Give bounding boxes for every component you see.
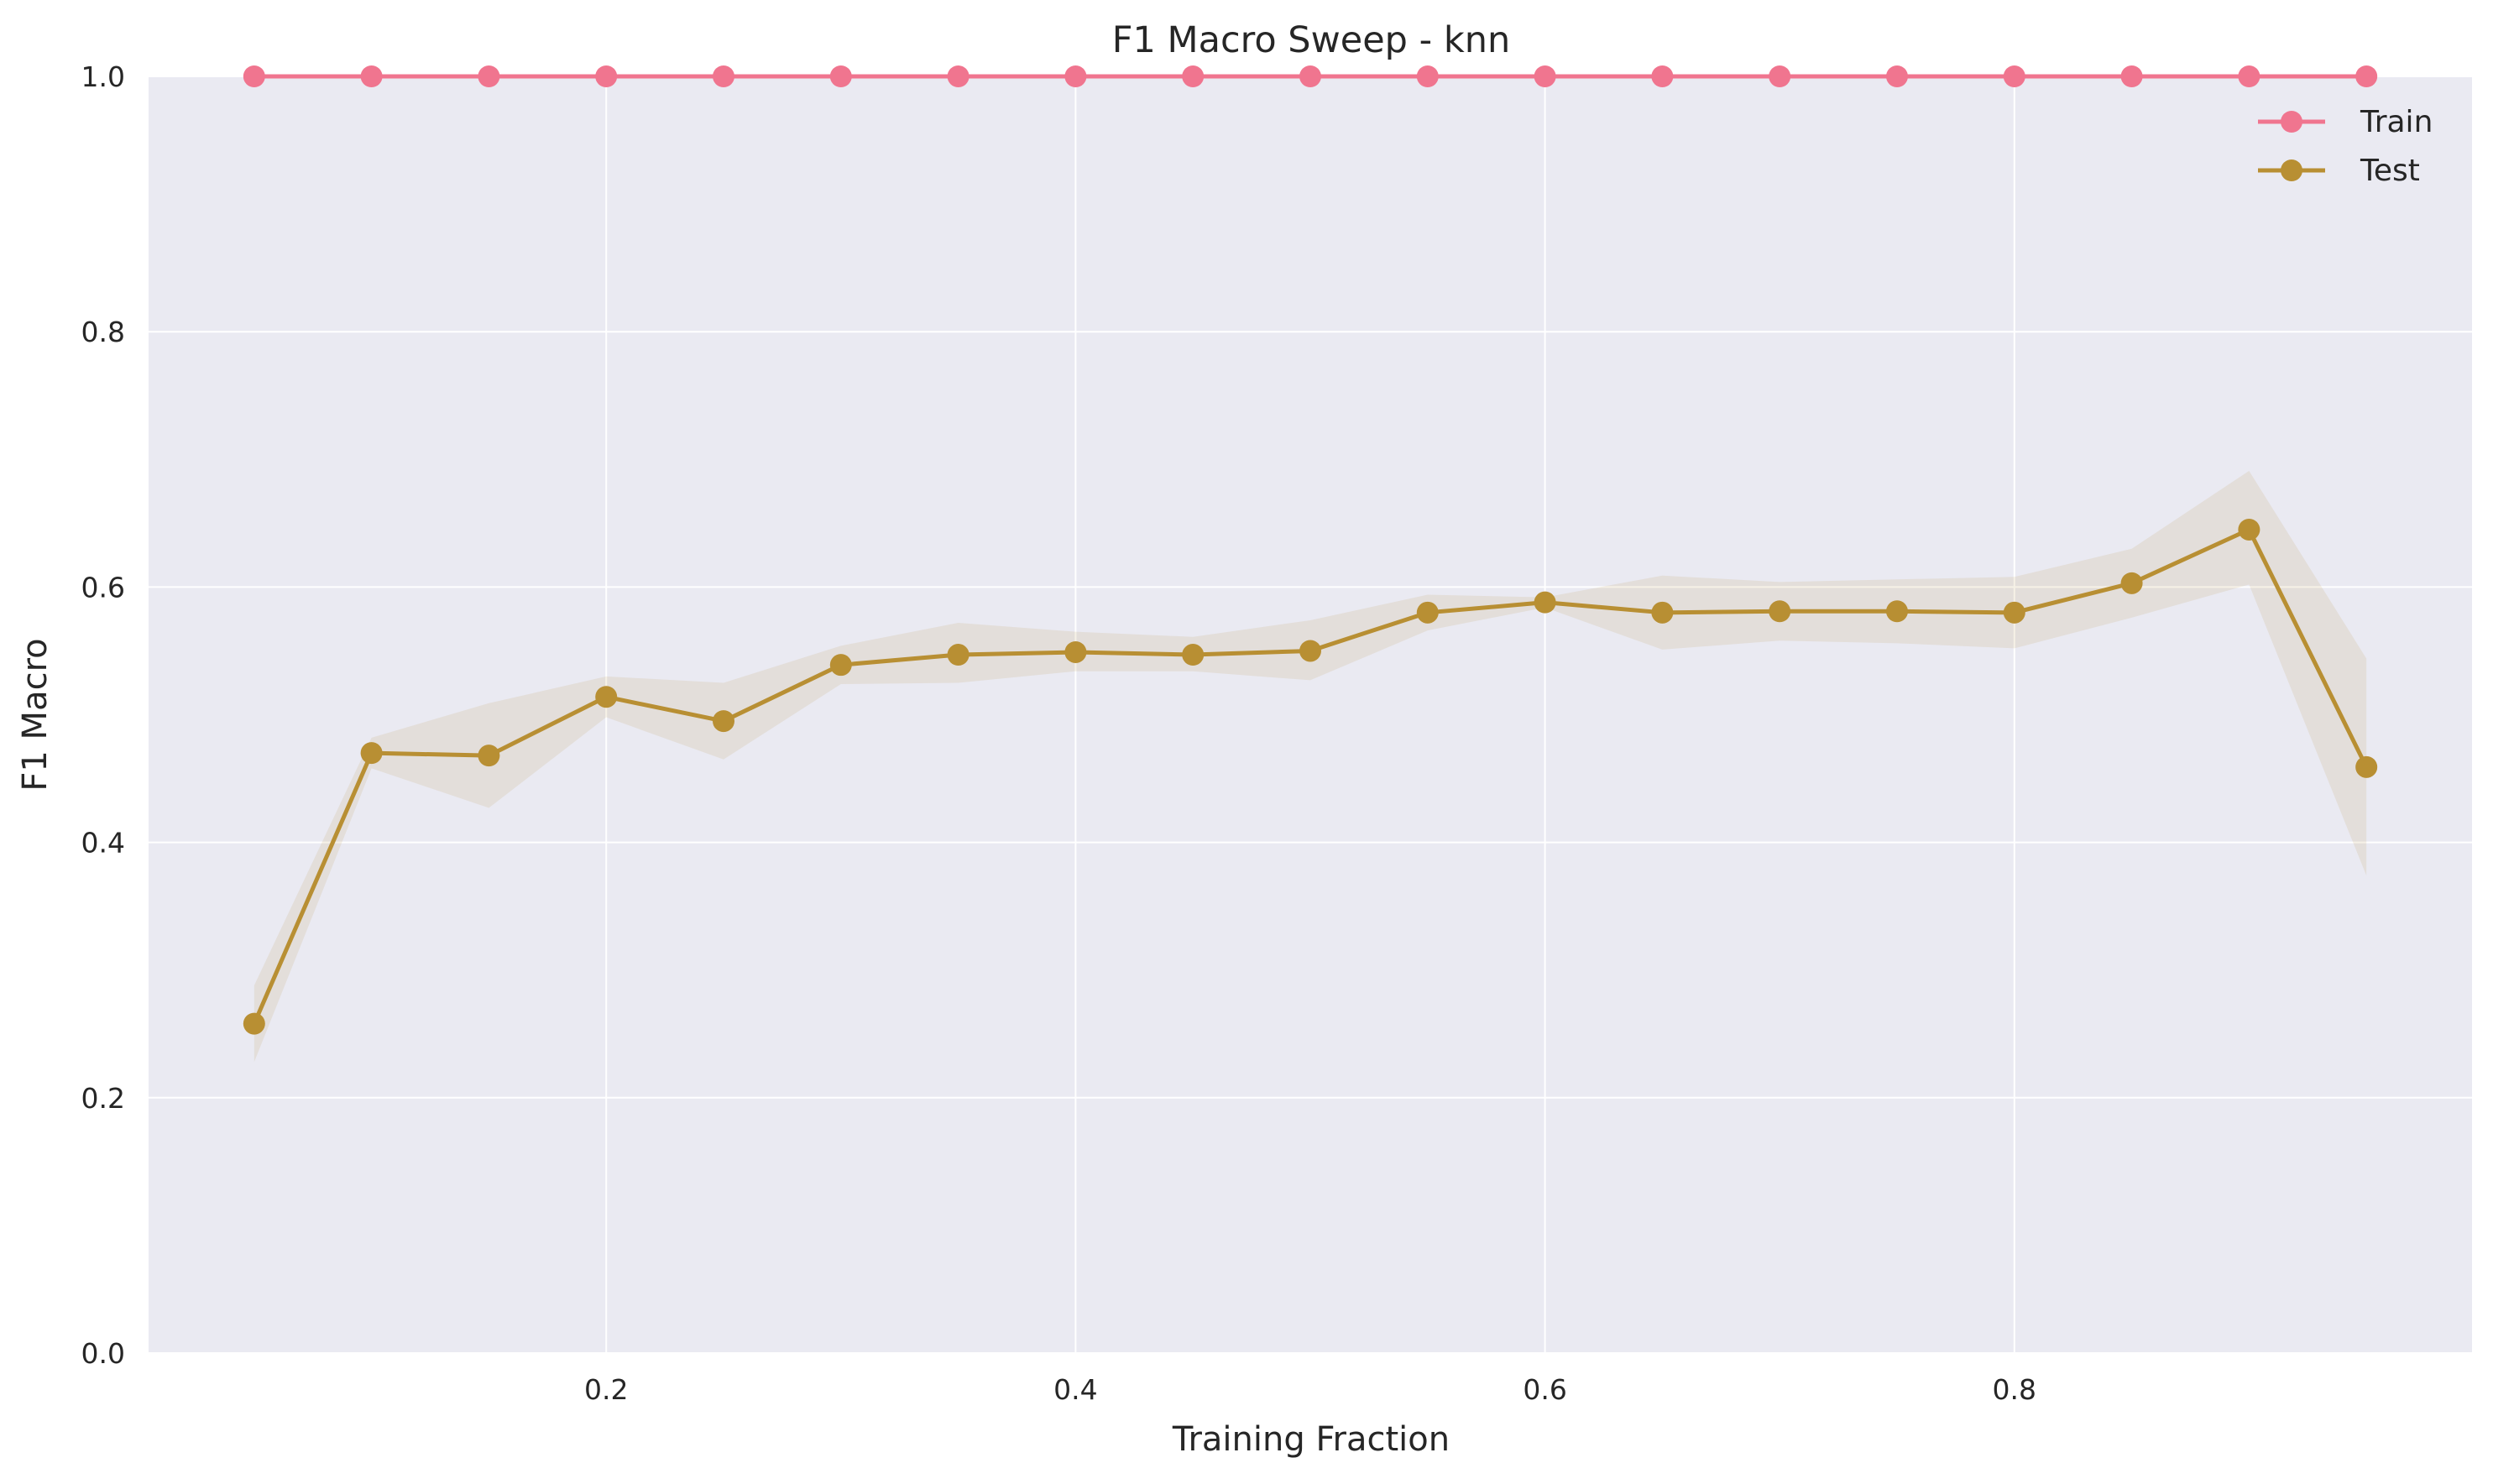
y-tick-label: 0.8 <box>81 316 125 348</box>
train-data-point <box>478 65 500 87</box>
train-data-point <box>360 65 383 87</box>
test-data-point <box>713 710 735 733</box>
train-data-point <box>2003 65 2025 87</box>
confidence-bands <box>253 470 2367 1063</box>
train-data-point <box>1064 65 1087 87</box>
test-data-point <box>2355 755 2378 778</box>
series-markers <box>243 65 2378 1035</box>
train-data-point <box>1885 65 1908 87</box>
test-data-point <box>1885 600 1908 623</box>
train-data-point <box>947 65 970 87</box>
test-data-point <box>1416 601 1439 624</box>
x-tick-labels: 0.2 0.4 0.6 0.8 <box>584 1373 2036 1406</box>
train-data-point <box>1182 65 1205 87</box>
test-legend-label: Test <box>2360 154 2420 188</box>
train-data-point <box>243 65 265 87</box>
test-data-point <box>947 644 970 666</box>
train-data-point <box>2355 65 2378 87</box>
y-tick-label: 1.0 <box>81 60 125 93</box>
train-data-point <box>2120 65 2143 87</box>
train-data-point <box>1416 65 1439 87</box>
train-data-point <box>829 65 852 87</box>
test-data-point <box>829 654 852 677</box>
train-legend-marker <box>2281 111 2302 133</box>
train-data-point <box>1651 65 1674 87</box>
train-data-point <box>1299 65 1321 87</box>
legend: Train Test <box>2258 105 2433 188</box>
test-data-point <box>360 742 383 765</box>
train-data-point <box>1534 65 1556 87</box>
train-legend-label: Train <box>2360 105 2433 139</box>
y-tick-label: 0.2 <box>81 1082 125 1115</box>
grid-lines <box>149 76 2472 1354</box>
test-data-point <box>1534 591 1556 614</box>
test-data-point <box>2238 518 2260 541</box>
test-confidence-band <box>253 470 2367 1063</box>
x-tick-label: 0.8 <box>1993 1373 2036 1406</box>
plot-area <box>149 76 2472 1353</box>
test-data-point <box>1064 640 1087 663</box>
test-data-point <box>478 745 500 767</box>
test-data-point <box>1299 640 1321 662</box>
test-data-point <box>595 686 618 708</box>
test-data-point <box>2003 601 2025 624</box>
y-tick-label: 0.6 <box>81 571 125 604</box>
train-data-point <box>2238 65 2260 87</box>
test-data-point <box>2120 572 2143 594</box>
x-tick-label: 0.4 <box>1053 1373 1097 1406</box>
test-data-point <box>1651 601 1674 624</box>
y-tick-label: 0.4 <box>81 827 125 860</box>
x-tick-label: 0.6 <box>1523 1373 1566 1406</box>
train-data-point <box>1769 65 1791 87</box>
x-tick-label: 0.2 <box>584 1373 628 1406</box>
train-data-point <box>713 65 735 87</box>
test-legend-marker <box>2281 159 2302 181</box>
y-tick-label: 0.0 <box>81 1337 125 1370</box>
chart-title: F1 Macro Sweep - knn <box>1112 19 1511 61</box>
y-axis-label: F1 Macro <box>16 638 55 791</box>
x-axis-label: Training Fraction <box>1172 1420 1450 1459</box>
test-data-point <box>243 1012 265 1035</box>
train-data-point <box>595 65 618 87</box>
test-data-point <box>1182 644 1205 666</box>
test-data-point <box>1769 600 1791 623</box>
y-tick-labels: 0.0 0.2 0.4 0.6 0.8 1.0 <box>81 60 125 1370</box>
